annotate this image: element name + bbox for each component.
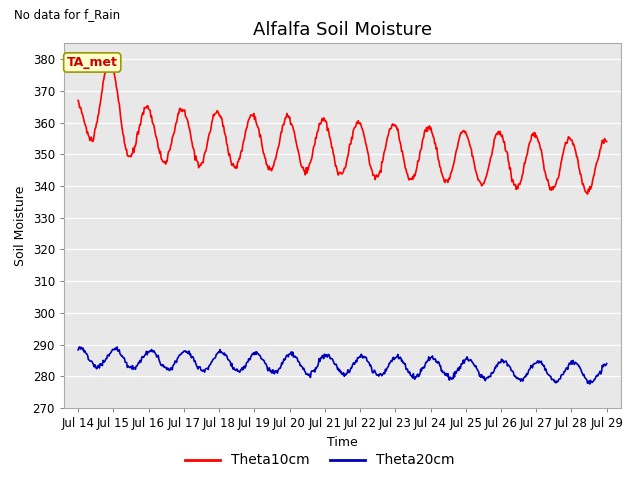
Theta20cm [193, 362, 200, 368]
X-axis label: Time: Time [327, 435, 358, 449]
Theta20cm [84, 357, 92, 362]
Theta10cm [106, 59, 113, 65]
Theta20cm [139, 354, 147, 360]
Theta20cm [407, 372, 415, 378]
Title: Alfalfa Soil Moisture: Alfalfa Soil Moisture [253, 21, 432, 39]
Theta10cm [74, 97, 82, 103]
Theta10cm [407, 176, 415, 182]
Theta20cm [76, 344, 83, 350]
Y-axis label: Soil Moisture: Soil Moisture [14, 185, 27, 266]
Theta20cm [423, 360, 431, 365]
Theta10cm [139, 110, 147, 116]
Line: Theta10cm: Theta10cm [78, 62, 607, 194]
Theta20cm [586, 381, 594, 387]
Theta20cm [221, 350, 228, 356]
Theta10cm [603, 139, 611, 144]
Theta10cm [584, 191, 591, 197]
Text: No data for f_Rain: No data for f_Rain [14, 8, 120, 21]
Line: Theta20cm: Theta20cm [78, 347, 607, 384]
Legend: Theta10cm, Theta20cm: Theta10cm, Theta20cm [180, 448, 460, 473]
Theta20cm [74, 347, 82, 353]
Theta20cm [603, 360, 611, 366]
Theta10cm [193, 157, 200, 163]
Theta10cm [221, 129, 228, 135]
Text: TA_met: TA_met [67, 56, 118, 69]
Theta10cm [84, 129, 92, 135]
Theta10cm [423, 125, 431, 131]
